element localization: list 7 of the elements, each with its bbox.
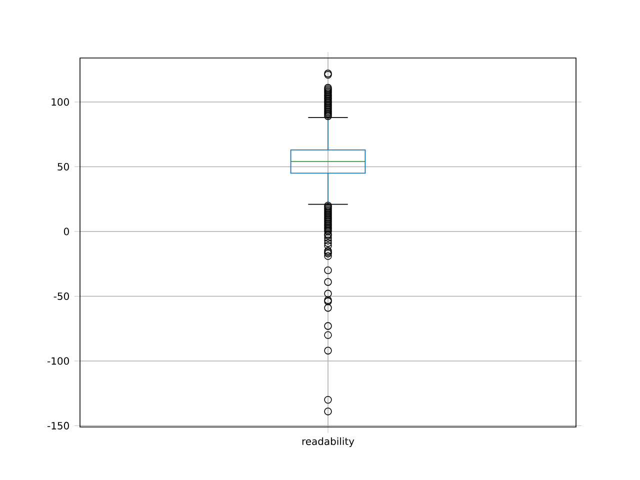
y-tick-label: -150 (48, 422, 69, 430)
y-tick-label: 100 (52, 98, 69, 106)
y-tick-label: -50 (54, 292, 69, 300)
x-tick-label: readability (302, 437, 354, 447)
y-tick-label: 0 (64, 228, 69, 236)
y-tick-label: 50 (58, 162, 69, 171)
y-tick-label: -100 (48, 357, 69, 365)
